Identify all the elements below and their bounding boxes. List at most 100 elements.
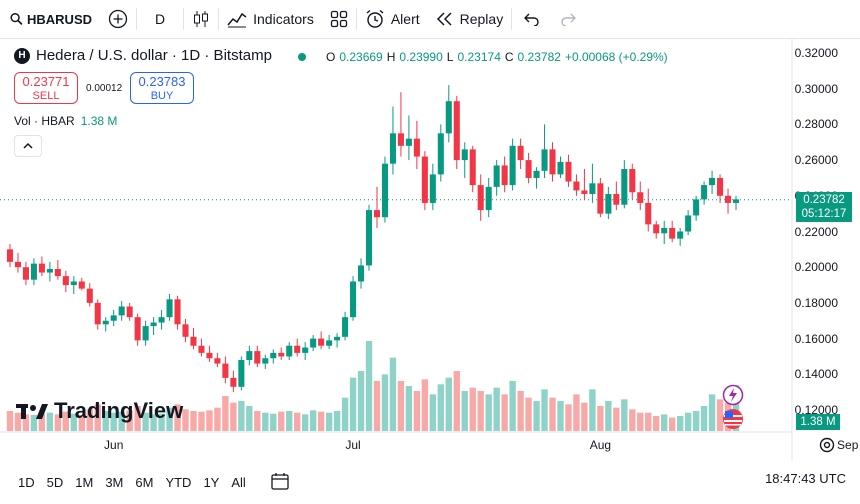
clock[interactable]: 18:47:43 UTC xyxy=(765,471,846,486)
candle xyxy=(421,151,428,211)
replay-button[interactable]: Replay xyxy=(428,0,512,38)
candle xyxy=(477,174,484,221)
candle xyxy=(206,345,213,362)
toolbar-divider xyxy=(136,8,137,30)
volume-bar xyxy=(286,411,293,431)
top-toolbar: HBARUSD D Indicators Alert Replay xyxy=(0,0,860,39)
layouts-button[interactable] xyxy=(322,0,356,38)
volume-bar xyxy=(46,412,54,431)
candle xyxy=(461,142,468,178)
candle xyxy=(517,138,524,170)
volume-bar xyxy=(549,397,556,431)
volume-bar xyxy=(629,409,636,431)
redo-button[interactable] xyxy=(552,0,584,38)
candle xyxy=(86,283,93,307)
volume-bar xyxy=(86,409,93,431)
volume-bar xyxy=(158,413,165,431)
volume-bar xyxy=(613,407,620,431)
volume-bar xyxy=(469,387,476,431)
range-5d[interactable]: 5D xyxy=(46,474,64,490)
candle xyxy=(645,188,652,232)
symbol-search[interactable]: HBARUSD xyxy=(0,0,100,38)
volume-bar xyxy=(557,401,564,431)
tradingview-logo[interactable]: TradingView xyxy=(16,398,183,424)
candle xyxy=(182,318,189,343)
volume-bar xyxy=(485,394,492,431)
candle xyxy=(310,335,317,352)
candle xyxy=(573,174,580,196)
time-tick-label: Jun xyxy=(104,438,124,452)
time-tick-label: Jul xyxy=(345,438,361,452)
ohlc-values: O 0.23669 H 0.23990 L 0.23174 C 0.23782 +0.0… xyxy=(298,50,668,64)
volume-bar xyxy=(692,411,700,431)
us-flag-icon[interactable] xyxy=(722,408,744,430)
volume-bar xyxy=(453,371,460,431)
undo-button[interactable] xyxy=(512,0,552,38)
volume-bar xyxy=(357,371,365,431)
volume-bar xyxy=(278,411,285,431)
volume-bar xyxy=(254,411,261,431)
buy-button[interactable]: 0.23783 BUY xyxy=(130,72,194,104)
candle xyxy=(54,260,61,280)
volume-bar xyxy=(533,401,540,431)
volume-legend[interactable]: Vol · HBAR 1.38 M xyxy=(14,114,117,128)
volume-bar xyxy=(445,377,452,431)
volume-bar xyxy=(397,381,405,431)
indicators-button[interactable]: Indicators xyxy=(219,0,322,38)
candle xyxy=(334,333,341,348)
sell-price: 0.23771 xyxy=(22,74,70,89)
goto-date-button[interactable] xyxy=(270,471,290,494)
range-3m[interactable]: 3M xyxy=(105,474,124,490)
volume-bar xyxy=(437,384,445,431)
compare-button[interactable] xyxy=(100,0,136,38)
candle xyxy=(405,115,412,161)
buy-label: BUY xyxy=(150,90,174,102)
indicators-icon xyxy=(227,12,247,28)
price-tick-label: 0.20000 xyxy=(794,260,838,275)
volume-bar xyxy=(581,402,588,431)
range-6m[interactable]: 6M xyxy=(135,474,154,490)
volume-bar xyxy=(301,414,309,431)
candle xyxy=(6,243,14,268)
candle xyxy=(605,186,612,220)
sell-button[interactable]: 0.23771 SELL xyxy=(14,72,78,104)
time-tick-label: Sep xyxy=(837,438,859,452)
candle xyxy=(238,356,245,391)
range-1y[interactable]: 1Y xyxy=(203,474,220,490)
candles-icon xyxy=(194,11,209,27)
legend-title[interactable]: H Hedera / U.S. dollar · 1D · Bitstamp xyxy=(14,47,272,64)
volume-bar xyxy=(381,374,389,431)
price-tick-label: 0.30000 xyxy=(794,81,838,96)
candle xyxy=(525,152,532,184)
chart-type-button[interactable] xyxy=(184,0,218,38)
volume-bar xyxy=(565,404,572,431)
price-tick-label: 0.16000 xyxy=(794,331,838,346)
candle xyxy=(270,349,277,364)
volume-bar xyxy=(6,411,14,431)
gear-icon[interactable] xyxy=(818,436,836,454)
alert-button[interactable]: Alert xyxy=(357,0,428,38)
volume-bar xyxy=(22,414,30,431)
candle xyxy=(318,331,325,350)
lightning-icon[interactable] xyxy=(722,384,744,406)
spread-value: 0.00012 xyxy=(86,83,123,94)
volume-bar xyxy=(621,399,628,431)
range-1d[interactable]: 1D xyxy=(18,474,35,490)
volume-bar xyxy=(142,412,149,431)
volume-bar xyxy=(102,411,109,431)
volume-bar xyxy=(222,396,229,431)
volume-bar xyxy=(573,394,580,431)
volume-bar xyxy=(325,412,333,431)
price-tick-label: 0.26000 xyxy=(794,153,838,168)
candle xyxy=(78,277,85,291)
range-ytd[interactable]: YTD xyxy=(165,474,192,490)
range-1m[interactable]: 1M xyxy=(75,474,94,490)
candle xyxy=(222,356,229,384)
range-all[interactable]: All xyxy=(231,474,246,490)
candle xyxy=(190,327,197,350)
collapse-legend-button[interactable] xyxy=(14,135,42,157)
candle xyxy=(389,106,396,175)
redo-icon xyxy=(561,13,577,26)
interval-button[interactable]: D xyxy=(137,0,183,38)
